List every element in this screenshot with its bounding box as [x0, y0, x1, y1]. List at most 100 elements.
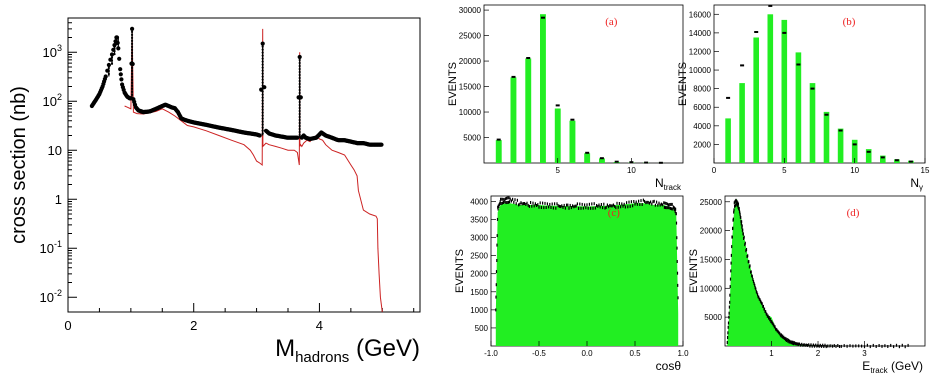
data-point — [730, 261, 732, 265]
data-point — [608, 205, 610, 209]
y-tick-label: 10000 — [459, 108, 482, 117]
resonance-spike-point — [298, 64, 301, 68]
data-point — [621, 202, 623, 206]
data-point — [572, 204, 574, 208]
data-point — [504, 200, 506, 204]
resonance-spike-point — [261, 78, 264, 81]
data-point — [602, 206, 604, 210]
bar — [554, 108, 561, 163]
data-point — [797, 342, 799, 346]
data-point — [866, 343, 868, 347]
data-point — [611, 204, 613, 208]
data-point — [750, 270, 752, 274]
resonance-spike-point — [107, 66, 110, 70]
resonance-spike-point — [115, 36, 118, 39]
data-point — [504, 197, 506, 201]
resonance-spike-point — [298, 124, 301, 128]
y-tick-label: 1000 — [470, 306, 488, 315]
resonance-spike-point — [130, 72, 134, 75]
data-point — [525, 203, 527, 206]
data-point — [560, 205, 562, 209]
data-point — [495, 295, 497, 299]
data-point — [495, 270, 498, 274]
resonance-spike-point — [298, 121, 301, 125]
data-point — [495, 283, 497, 287]
y-tick-label: 10 — [48, 143, 62, 158]
y-tick-label: 4000 — [470, 197, 488, 206]
data-point — [592, 206, 594, 210]
y-tick-label: 12000 — [689, 47, 712, 56]
data-point — [811, 344, 813, 348]
data-point — [752, 280, 755, 284]
resonance-spike-point — [298, 127, 301, 131]
data-point — [768, 316, 770, 320]
x-tick-label: 4 — [316, 318, 323, 333]
data-point — [840, 344, 842, 348]
resonance-spike-point — [261, 63, 264, 66]
data-point — [749, 264, 751, 268]
y-tick-label: 2000 — [693, 140, 711, 149]
data-point — [598, 203, 600, 207]
data-point — [580, 206, 582, 210]
resonance-spike-point — [113, 50, 116, 53]
data-point — [763, 307, 766, 311]
data-point — [605, 205, 607, 209]
data-point — [548, 205, 550, 209]
data-point — [116, 46, 121, 51]
resonance-spike-point — [298, 85, 301, 89]
data-point — [526, 201, 528, 205]
data-point — [628, 200, 630, 204]
data-point — [726, 341, 728, 344]
data-point — [614, 160, 619, 163]
y-tick-label: 3500 — [470, 215, 488, 224]
data-point — [496, 217, 499, 221]
data-point — [884, 344, 886, 348]
data-point — [558, 204, 560, 208]
x-tick-label: 2 — [190, 318, 197, 333]
data-point — [660, 202, 662, 206]
data-point — [642, 198, 644, 202]
panel-label: (a) — [605, 16, 618, 28]
resonance-spike-point — [130, 96, 134, 99]
x-tick-label: 10 — [627, 166, 636, 175]
data-point — [640, 199, 642, 203]
data-point — [739, 211, 741, 215]
resonance-spike-point — [298, 112, 301, 116]
x-tick-label: 5 — [555, 166, 560, 175]
x-tick-label: 1 — [769, 349, 774, 358]
data-point — [596, 204, 598, 207]
data-point — [729, 300, 731, 304]
data-point — [585, 151, 590, 154]
y-tick-label: 15000 — [459, 83, 482, 92]
data-point — [747, 254, 749, 258]
data-point — [536, 204, 538, 207]
resonance-spike-point — [107, 69, 110, 73]
resonance-spike-point — [110, 62, 114, 65]
bar — [767, 14, 774, 163]
resonance-spike-point — [261, 117, 264, 120]
bar — [795, 52, 802, 163]
data-point — [562, 205, 564, 209]
bar — [725, 118, 731, 163]
data-point — [507, 200, 509, 204]
data-point — [894, 159, 899, 162]
resonance-spike-point — [298, 118, 301, 122]
data-point — [500, 202, 502, 205]
data-point — [546, 202, 548, 206]
x-axis-label: cosθ — [656, 359, 682, 373]
data-point — [858, 344, 860, 348]
resonance-spike-point — [261, 81, 264, 84]
data-point — [754, 286, 756, 290]
data-point — [826, 344, 828, 348]
data-point — [673, 206, 675, 210]
data-point — [819, 343, 821, 347]
resonance-spike-point — [298, 76, 301, 80]
data-point — [816, 344, 818, 348]
data-point — [774, 325, 776, 329]
data-point — [767, 314, 769, 318]
data-point — [872, 343, 874, 347]
data-point — [545, 206, 547, 209]
panel-frame — [713, 4, 926, 164]
data-point — [634, 202, 636, 206]
resonance-spike-point — [130, 39, 134, 43]
